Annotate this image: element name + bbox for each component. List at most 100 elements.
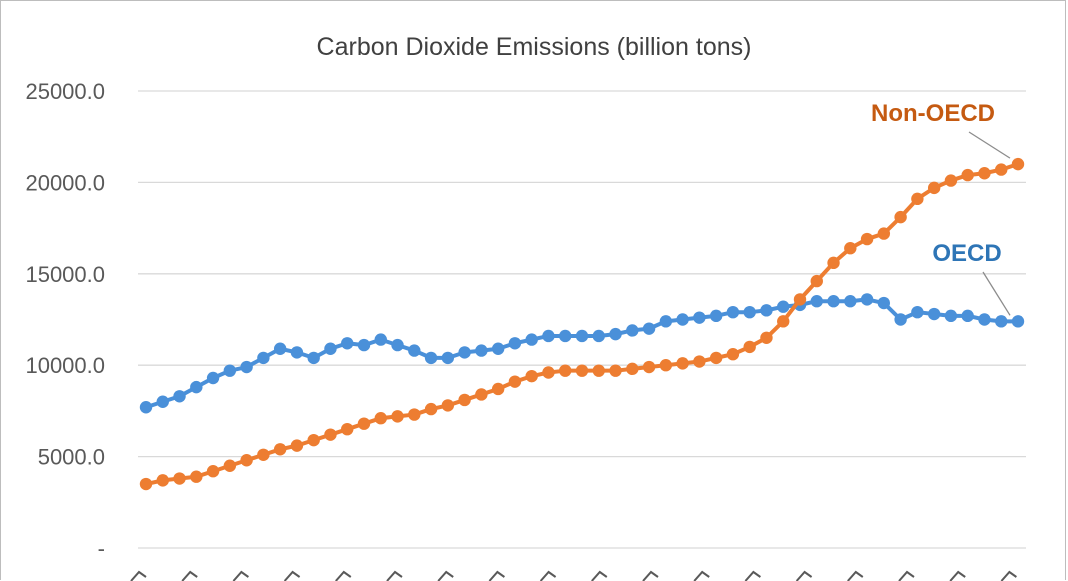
data-point [676, 313, 689, 326]
data-point [190, 380, 203, 394]
x-tick-label-fragment [795, 570, 813, 581]
x-tick-label-fragment [488, 570, 505, 581]
data-point [508, 375, 522, 388]
data-point [609, 327, 622, 341]
x-tick-label-fragment [693, 570, 710, 581]
data-point [995, 163, 1008, 176]
data-point [475, 344, 488, 357]
data-point [324, 428, 337, 441]
data-point [290, 439, 304, 452]
x-tick-label-fragment [591, 570, 608, 581]
data-point [559, 329, 572, 343]
data-point [944, 174, 958, 187]
x-tick-label-fragment [949, 570, 966, 581]
data-point [475, 388, 488, 401]
data-point [1011, 315, 1025, 328]
data-point [491, 382, 505, 396]
x-tick-label-fragment [1000, 570, 1017, 581]
data-point [542, 366, 555, 379]
series-layer [139, 157, 1025, 491]
data-point [575, 329, 589, 343]
y-tick-label: 20000.0 [25, 170, 105, 195]
data-point [408, 408, 421, 421]
data-point [559, 364, 572, 377]
x-tick-label-fragment [744, 570, 761, 581]
data-point [525, 333, 538, 346]
data-point [206, 465, 220, 478]
data-point [341, 422, 354, 436]
data-point [693, 355, 706, 368]
data-point [491, 342, 505, 355]
data-point [743, 305, 756, 319]
data-point [709, 351, 723, 365]
data-point [290, 346, 304, 359]
data-point [592, 329, 605, 343]
data-point [341, 337, 354, 350]
data-point [626, 362, 639, 376]
chart-title: Carbon Dioxide Emissions (billion tons) [317, 33, 752, 61]
data-point [257, 351, 270, 365]
x-tick-label-fragment [232, 570, 249, 581]
label-leader-line [968, 131, 1011, 159]
data-point [911, 192, 924, 206]
data-point [592, 364, 605, 377]
data-point [357, 338, 371, 352]
data-point [777, 300, 790, 313]
data-point [240, 360, 253, 374]
x-tick-label-fragment [847, 570, 864, 581]
series-label: OECD [932, 240, 1001, 267]
data-point [542, 329, 555, 343]
data-point [424, 402, 438, 416]
data-point [575, 364, 589, 377]
x-tick-label-fragment [539, 570, 557, 581]
x-tick-label-fragment [130, 570, 147, 581]
data-point [391, 338, 404, 352]
y-axis-ticks: - 5000.0 10000.0 15000.0 20000.0 25000.0 [25, 79, 105, 561]
data-point [642, 360, 656, 374]
data-point [961, 309, 974, 323]
data-point [190, 470, 203, 483]
data-point [307, 351, 320, 365]
x-tick-label-fragment [335, 570, 352, 581]
data-point [726, 305, 740, 319]
data-point [374, 412, 387, 425]
y-tick-label: 10000.0 [25, 353, 105, 378]
label-leader-line [982, 271, 1011, 316]
x-tick-label-fragment [283, 570, 301, 581]
series-line [145, 162, 1019, 486]
data-point [827, 256, 840, 270]
data-point [441, 351, 455, 365]
data-point [642, 322, 656, 335]
data-point [609, 364, 622, 377]
data-point [860, 232, 874, 246]
data-point [1011, 157, 1025, 171]
data-point [777, 315, 790, 328]
data-point [927, 307, 941, 321]
x-tick-label-fragment [437, 570, 454, 581]
data-point [139, 477, 153, 491]
data-point [391, 410, 404, 423]
x-tick-label-fragment [642, 570, 659, 581]
data-point [995, 315, 1008, 328]
series-oecd [139, 293, 1025, 414]
data-point [223, 364, 237, 377]
data-point [978, 313, 991, 326]
data-point [173, 472, 186, 485]
data-point [743, 340, 756, 354]
data-point [257, 448, 270, 461]
data-point [810, 274, 823, 288]
data-point [273, 342, 287, 355]
data-point [961, 168, 974, 182]
data-point [894, 313, 907, 326]
series-labels: OECD Non-OECD [871, 100, 1011, 316]
data-point [223, 459, 237, 472]
data-point [676, 357, 689, 370]
data-point [206, 371, 220, 385]
data-point [173, 390, 186, 403]
data-point [659, 359, 673, 372]
data-point [693, 311, 706, 324]
data-point [156, 395, 169, 408]
data-point [978, 167, 991, 180]
